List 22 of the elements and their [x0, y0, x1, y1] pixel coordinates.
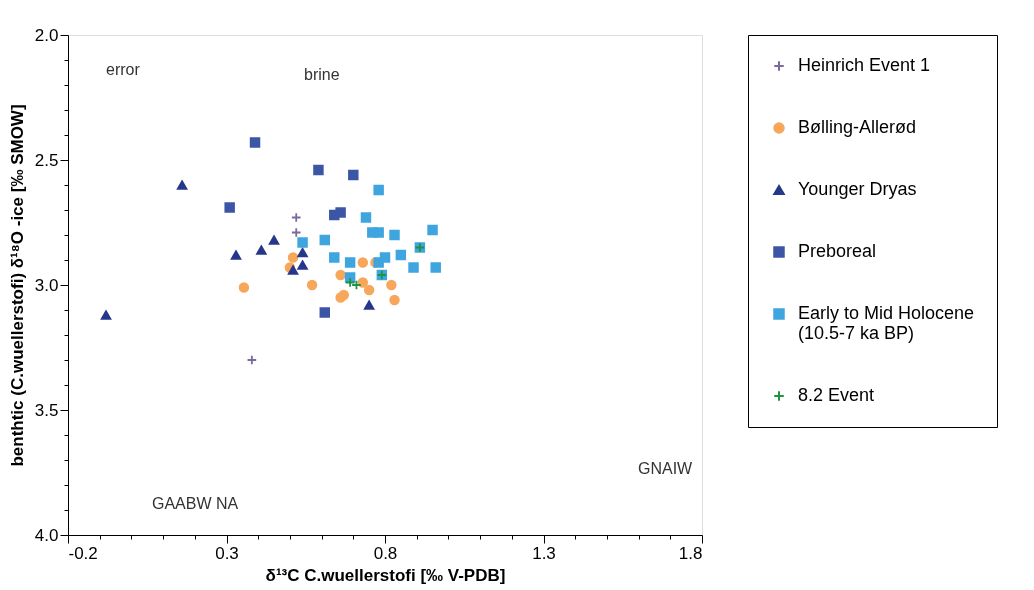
x-tick-label: 1.8	[678, 543, 703, 563]
annotation: error	[106, 61, 141, 78]
legend-label: Bølling-Allerød	[798, 117, 917, 137]
y-axis-title: benthtic (C.wuellerstofi) δ¹⁸O -ice [‰ SMOW]	[7, 104, 27, 467]
y-tick-label: 3.0	[34, 275, 59, 295]
annotation: GAABW NA	[152, 495, 239, 512]
legend-label: Younger Dryas	[798, 179, 917, 199]
legend-label: 8.2 Event	[798, 385, 875, 405]
annotation: brine	[304, 66, 340, 83]
x-axis-title: δ¹³C C.wuellerstofi [‰ V-PDB]	[265, 565, 506, 585]
legend-label: Heinrich Event 1	[798, 55, 931, 75]
x-tick-label: 1.3	[532, 543, 556, 563]
legend-label: Early to Mid Holocene (10.5-7 ka BP)	[798, 303, 975, 343]
y-tick-label: 2.0	[34, 25, 59, 45]
x-tick-label: 0.3	[215, 543, 239, 563]
x-tick-label: 0.8	[373, 543, 398, 563]
x-tick-label: -0.2	[68, 543, 98, 563]
y-tick-label: 2.5	[34, 150, 59, 170]
annotation: GNAIW	[638, 460, 694, 477]
y-tick-label: 4.0	[34, 525, 59, 545]
legend-label: Preboreal	[798, 241, 877, 261]
y-tick-label: 3.5	[34, 400, 59, 420]
